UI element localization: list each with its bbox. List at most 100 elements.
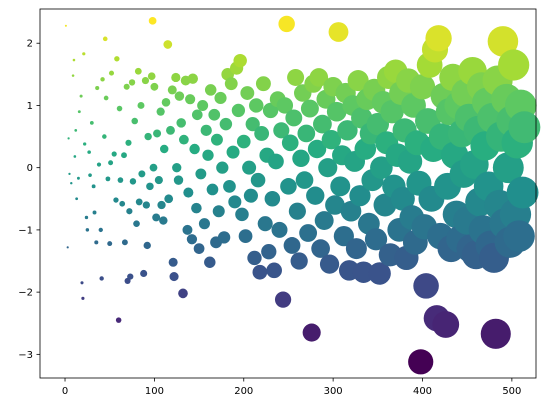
x-tick-label-0: 0 (62, 386, 68, 397)
scatter-point-93 (185, 94, 196, 105)
scatter-point-238 (432, 311, 460, 338)
scatter-point-148 (276, 97, 294, 114)
scatter-point-91 (182, 224, 193, 235)
scatter-point-80 (167, 85, 177, 95)
scatter-point-188 (345, 238, 367, 260)
scatter-point-52 (129, 178, 137, 185)
scatter-point-135 (254, 126, 270, 141)
scatter-point-43 (119, 200, 126, 207)
scatter-point-32 (103, 95, 109, 101)
scatter-point-63 (144, 132, 152, 141)
scatter-point-159 (295, 171, 314, 189)
scatter-point-129 (243, 188, 258, 203)
scatter-point-99 (193, 243, 205, 254)
scatter-point-44 (121, 152, 127, 159)
scatter-point-133 (250, 172, 266, 188)
x-tick-label-2: 200 (234, 386, 253, 397)
scatter-point-39 (114, 56, 120, 62)
scatter-point-153 (285, 109, 303, 127)
scatter-point-106 (204, 84, 217, 96)
scatter-point-146 (273, 122, 290, 139)
scatter-point-11 (77, 110, 81, 114)
scatter-point-29 (100, 77, 105, 82)
scatter-point-190 (349, 185, 371, 207)
scatter-point-224 (408, 349, 434, 375)
scatter-point-108 (208, 108, 221, 121)
y-tick-label-5: 2 (27, 39, 33, 50)
scatter-point-113 (216, 161, 229, 174)
scatter-point-30 (102, 134, 107, 139)
scatter-point-49 (126, 208, 133, 215)
scatter-point-122 (231, 103, 246, 118)
scatter-point-281 (506, 176, 539, 209)
scatter-point-142 (266, 262, 282, 279)
scatter-point-111 (212, 205, 225, 218)
scatter-point-34 (107, 241, 113, 247)
scatter-point-156 (290, 252, 308, 270)
y-tick-label-1: −2 (18, 288, 33, 299)
scatter-point-143 (268, 153, 284, 170)
scatter-point-83 (171, 72, 181, 83)
scatter-point-176 (325, 195, 345, 215)
scatter-point-3 (68, 172, 71, 176)
scatter-point-202 (370, 156, 393, 179)
scatter-point-189 (347, 70, 369, 92)
scatter-point-31 (102, 36, 108, 42)
scatter-point-154 (287, 68, 305, 86)
scatter-point-273 (492, 152, 524, 184)
scatter-point-12 (79, 94, 83, 98)
scatter-point-181 (333, 226, 354, 247)
scatter-point-6 (72, 58, 76, 62)
scatter-point-85 (173, 175, 184, 185)
scatter-point-64 (146, 182, 154, 191)
scatter-point-114 (217, 231, 231, 244)
scatter-point-51 (128, 79, 136, 86)
scatter-point-102 (198, 218, 210, 230)
scatter-point-131 (247, 250, 262, 266)
scatter-point-150 (280, 178, 297, 195)
scatter-point-162 (300, 99, 319, 118)
scatter-point-60 (141, 76, 150, 85)
scatter-point-179 (330, 176, 351, 197)
scatter-point-54 (133, 220, 140, 228)
scatter-point-65 (147, 72, 156, 81)
points-layer (64, 15, 541, 375)
scatter-point-26 (96, 162, 102, 167)
scatter-point-67 (149, 163, 158, 172)
scatter-point-18 (85, 228, 90, 232)
scatter-point-177 (326, 101, 347, 122)
scatter-point-50 (127, 273, 134, 280)
scatter-point-123 (233, 53, 247, 68)
scatter-point-279 (503, 220, 535, 252)
scatter-point-173 (319, 254, 340, 274)
scatter-point-27 (98, 227, 103, 233)
scatter-point-14 (81, 296, 85, 300)
scatter-point-17 (84, 215, 89, 220)
scatter-point-5 (71, 74, 75, 77)
scatter-point-22 (91, 184, 96, 189)
scatter-point-4 (70, 182, 73, 185)
scatter-point-53 (131, 117, 138, 125)
scatter-point-201 (368, 262, 391, 285)
scatter-point-126 (238, 229, 253, 243)
scatter-point-120 (228, 195, 242, 209)
scatter-point-42 (117, 177, 124, 183)
scatter-point-218 (397, 149, 423, 174)
scatter-point-68 (150, 82, 159, 91)
scatter-point-266 (480, 318, 511, 349)
scatter-point-163 (302, 323, 321, 342)
scatter-point-9 (75, 197, 79, 201)
scatter-point-1 (66, 246, 69, 249)
scatter-point-15 (82, 52, 86, 56)
scatter-point-76 (161, 98, 171, 107)
scatter-point-77 (163, 40, 173, 49)
x-tick-label-5: 500 (502, 386, 521, 397)
scatter-point-160 (297, 124, 316, 143)
scatter-point-24 (94, 240, 99, 245)
scatter-point-104 (202, 149, 214, 161)
scatter-point-166 (307, 139, 327, 159)
scatter-point-124 (235, 207, 249, 222)
scatter-point-45 (121, 239, 128, 246)
scatter-point-62 (143, 241, 151, 250)
